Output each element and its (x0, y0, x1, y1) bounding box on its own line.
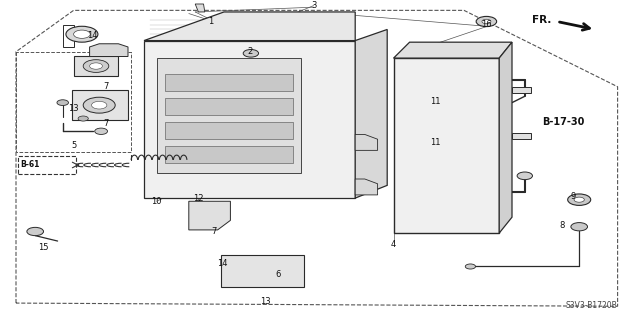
Polygon shape (144, 41, 355, 198)
Text: B-61: B-61 (20, 160, 40, 169)
Polygon shape (195, 4, 205, 12)
Text: 7: 7 (103, 82, 108, 91)
Polygon shape (157, 58, 301, 173)
Text: 1: 1 (209, 17, 214, 26)
Circle shape (83, 97, 115, 113)
Text: B-17-30: B-17-30 (542, 117, 584, 127)
Polygon shape (165, 122, 293, 139)
Polygon shape (189, 201, 230, 230)
Circle shape (27, 227, 44, 236)
Text: 2: 2 (247, 47, 252, 56)
Circle shape (74, 30, 90, 38)
Text: 4: 4 (391, 240, 396, 249)
Text: 10: 10 (152, 197, 162, 206)
Circle shape (482, 19, 491, 24)
Polygon shape (499, 42, 512, 233)
Text: 5: 5 (71, 141, 76, 150)
Polygon shape (72, 90, 128, 120)
Polygon shape (74, 56, 118, 76)
Polygon shape (394, 58, 499, 233)
Circle shape (571, 223, 588, 231)
Text: 7: 7 (103, 119, 108, 128)
Text: FR.: FR. (532, 15, 552, 25)
Text: 6: 6 (276, 270, 281, 279)
Circle shape (465, 264, 476, 269)
Circle shape (568, 194, 591, 205)
Bar (18, 156, 76, 174)
Circle shape (92, 101, 107, 109)
Polygon shape (165, 98, 293, 115)
Text: 13: 13 (260, 297, 271, 306)
Text: 11: 11 (430, 97, 440, 106)
Circle shape (57, 100, 68, 106)
Circle shape (78, 116, 88, 121)
Text: 14: 14 (88, 31, 98, 40)
Text: 14: 14 (218, 259, 228, 268)
Circle shape (95, 128, 108, 134)
Polygon shape (512, 87, 531, 93)
Text: S3V3-B1720B: S3V3-B1720B (566, 301, 618, 310)
Polygon shape (90, 44, 128, 56)
Polygon shape (165, 74, 293, 92)
Text: 3: 3 (311, 1, 316, 10)
Circle shape (83, 60, 109, 72)
Text: 13: 13 (68, 105, 79, 114)
Circle shape (476, 16, 497, 26)
Circle shape (66, 26, 98, 42)
Text: 12: 12 (193, 194, 204, 203)
Polygon shape (394, 42, 512, 58)
Text: 11: 11 (430, 138, 440, 147)
Circle shape (243, 49, 259, 57)
Polygon shape (221, 256, 304, 287)
Text: 9: 9 (570, 192, 575, 201)
Text: 8: 8 (559, 221, 564, 230)
Circle shape (90, 63, 102, 69)
Polygon shape (355, 134, 378, 150)
Text: 16: 16 (481, 20, 492, 29)
Text: 7: 7 (212, 227, 217, 236)
Polygon shape (355, 179, 378, 195)
Circle shape (574, 197, 584, 202)
Polygon shape (165, 145, 293, 163)
Text: 15: 15 (38, 243, 48, 252)
Polygon shape (144, 12, 355, 41)
Circle shape (517, 172, 532, 180)
Polygon shape (355, 29, 387, 198)
Polygon shape (512, 133, 531, 139)
